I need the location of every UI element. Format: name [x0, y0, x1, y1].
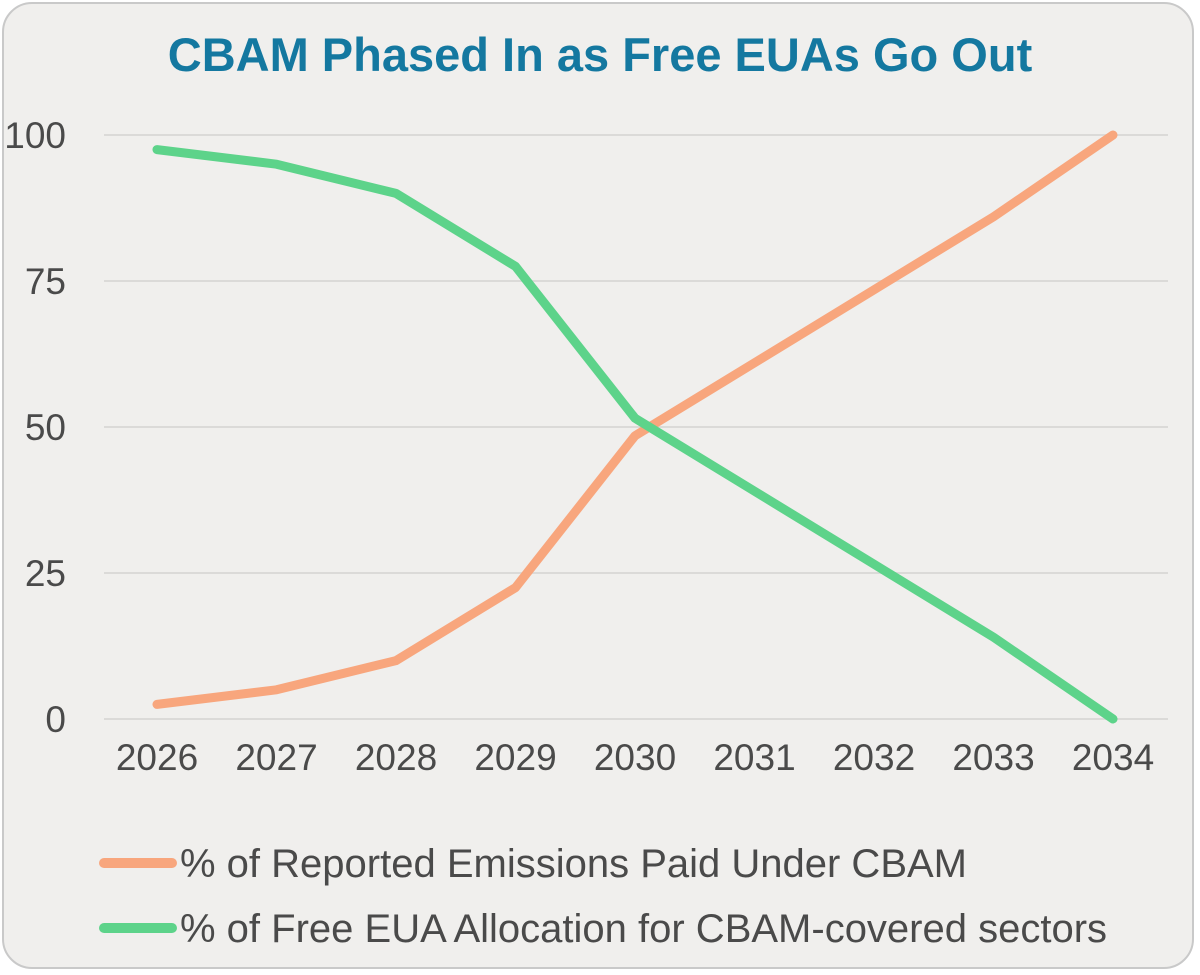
x-tick-label: 2034 — [1072, 737, 1154, 778]
free-eua-line — [152, 145, 1118, 724]
y-tick-label: 25 — [25, 553, 66, 594]
y-tick-label: 50 — [25, 407, 66, 448]
legend-label: % of Free EUA Allocation for CBAM-covere… — [180, 907, 1107, 951]
y-tick-label: 75 — [25, 261, 66, 302]
x-tick-label: 2028 — [355, 737, 437, 778]
x-tick-label: 2029 — [474, 737, 556, 778]
x-axis-labels: 2026 2027 2028 2029 2030 2031 2032 2033 2034 — [116, 737, 1154, 778]
x-tick-label: 2033 — [952, 737, 1034, 778]
series-lines — [152, 130, 1118, 724]
x-tick-label: 2026 — [116, 737, 198, 778]
x-tick-label: 2030 — [594, 737, 676, 778]
chart-title: CBAM Phased In as Free EUAs Go Out — [167, 28, 1033, 81]
x-tick-label: 2027 — [235, 737, 317, 778]
cbam-paid-line — [152, 130, 1118, 709]
gridlines — [104, 134, 1168, 720]
y-tick-label: 0 — [45, 699, 66, 740]
legend: % of Reported Emissions Paid Under CBAM%… — [99, 842, 1107, 951]
y-axis-labels: 0 25 50 75 100 — [4, 115, 66, 740]
x-tick-label: 2032 — [833, 737, 915, 778]
y-tick-label: 100 — [4, 115, 66, 156]
x-tick-label: 2031 — [713, 737, 795, 778]
legend-label: % of Reported Emissions Paid Under CBAM — [180, 842, 967, 886]
